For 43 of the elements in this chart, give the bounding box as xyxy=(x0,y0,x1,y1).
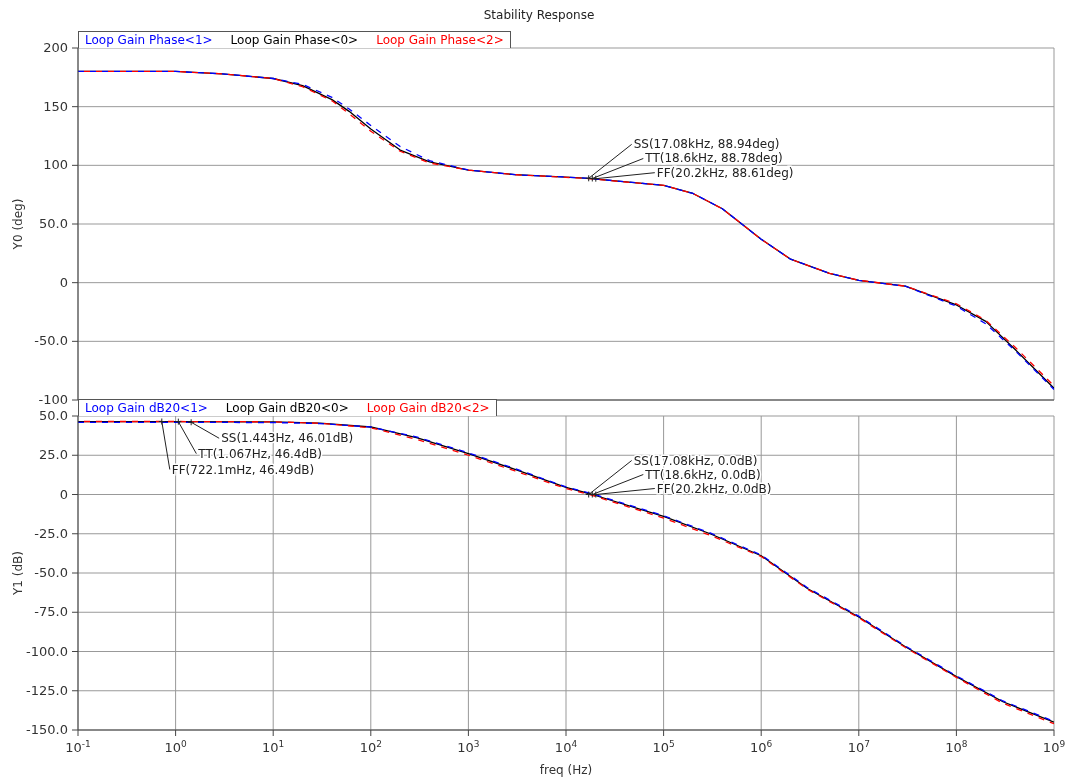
y-tick-label: -100.0 xyxy=(26,643,68,659)
x-tick-label: 10$^{8}$ xyxy=(945,739,968,755)
y-tick-label: 200 xyxy=(43,40,68,55)
y-tick-label: 50.0 xyxy=(39,408,68,423)
x-tick-label: 10$^{3}$ xyxy=(457,739,480,755)
x-tick-label: 10$^{9}$ xyxy=(1042,739,1066,755)
y-tick-label: -150.0 xyxy=(26,722,68,737)
y-tick-label: -75.0 xyxy=(34,604,68,620)
y-tick-label: -50.0 xyxy=(34,333,68,349)
text: Loop Gain Phase<2> xyxy=(376,33,504,47)
y-axis-title: Y1 (dB) xyxy=(11,551,26,596)
annotation: SS(17.08kHz, 0.0dB) xyxy=(633,453,758,468)
y-tick-label: -125.0 xyxy=(26,682,68,698)
y-tick-label: 100 xyxy=(43,157,68,173)
annotation: SS(17.08kHz, 88.94deg) xyxy=(633,137,780,152)
x-tick-label: 10$^{-1}$ xyxy=(65,739,91,755)
x-tick-label: 10$^{7}$ xyxy=(847,739,870,755)
annotation: SS(1.443Hz, 46.01dB) xyxy=(221,431,354,446)
chart-title: Stability Response xyxy=(482,8,596,22)
x-tick-label: 10$^{4}$ xyxy=(554,739,578,755)
annotation: TT(18.6kHz, 88.78deg) xyxy=(644,151,783,166)
y-tick-label: 25.0 xyxy=(39,447,68,463)
x-tick-label: 10$^{5}$ xyxy=(652,739,675,755)
annotation: FF(722.1mHz, 46.49dB) xyxy=(171,462,315,477)
x-tick-label: 10$^{2}$ xyxy=(359,739,382,755)
y-tick-label: -50.0 xyxy=(34,565,68,580)
y-tick-label: 150 xyxy=(43,98,68,114)
text: Loop Gain Phase<0> xyxy=(230,33,359,47)
y-tick-label: -25.0 xyxy=(34,525,68,541)
annotation: TT(1.067Hz, 46.4dB) xyxy=(197,446,323,461)
annotation: TT(18.6kHz, 0.0dB) xyxy=(644,467,761,482)
x-tick-label: 10$^{1}$ xyxy=(262,739,285,755)
y-tick-label: 0 xyxy=(59,486,68,502)
x-tick-label: 10$^{0}$ xyxy=(164,739,188,755)
y-tick-label: 0 xyxy=(59,274,68,290)
x-axis-title: freq (Hz) xyxy=(539,763,593,777)
y-tick-label: 50.0 xyxy=(39,216,68,231)
annotation: FF(20.2kHz, 0.0dB) xyxy=(656,481,772,496)
x-tick-label: 10$^{6}$ xyxy=(750,739,773,755)
annotation: FF(20.2kHz, 88.61deg) xyxy=(656,165,794,180)
y-tick-label: -100 xyxy=(38,392,68,407)
y-axis-title: Y0 (deg) xyxy=(11,198,26,251)
text: Loop Gain Phase<1> xyxy=(85,33,213,47)
